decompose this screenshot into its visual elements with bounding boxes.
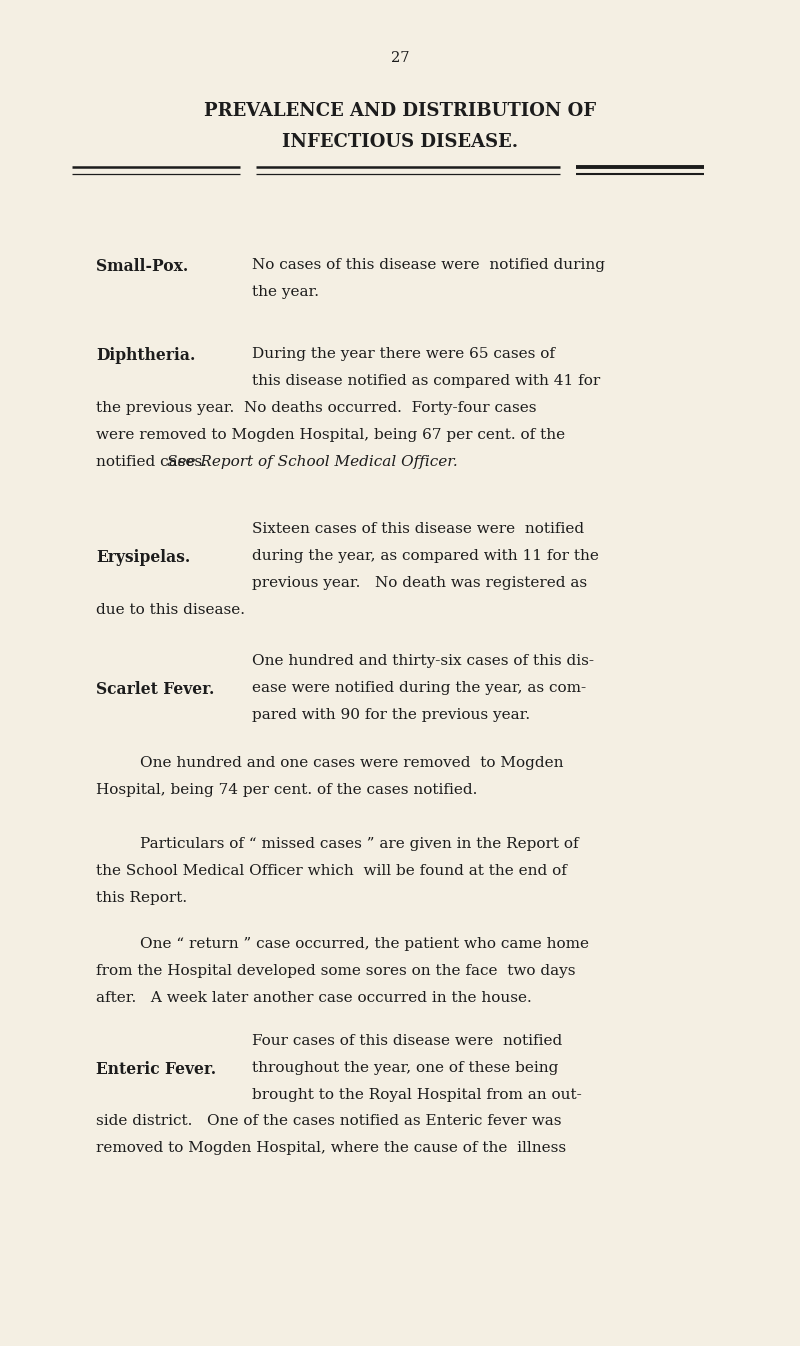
Text: Particulars of “ missed cases ” are given in the Report of: Particulars of “ missed cases ” are give… [140, 837, 578, 851]
Text: One “ return ” case occurred, the patient who came home: One “ return ” case occurred, the patien… [140, 937, 589, 950]
Text: Hospital, being 74 per cent. of the cases notified.: Hospital, being 74 per cent. of the case… [96, 783, 478, 797]
Text: throughout the year, one of these being: throughout the year, one of these being [252, 1061, 558, 1074]
Text: 27: 27 [390, 51, 410, 65]
Text: previous year.   No death was registered as: previous year. No death was registered a… [252, 576, 587, 590]
Text: from the Hospital developed some sores on the face  two days: from the Hospital developed some sores o… [96, 964, 575, 977]
Text: were removed to Mogden Hospital, being 67 per cent. of the: were removed to Mogden Hospital, being 6… [96, 428, 565, 441]
Text: the previous year.  No deaths occurred.  Forty-four cases: the previous year. No deaths occurred. F… [96, 401, 537, 415]
Text: this Report.: this Report. [96, 891, 187, 905]
Text: after.   A week later another case occurred in the house.: after. A week later another case occurre… [96, 991, 532, 1004]
Text: Erysipelas.: Erysipelas. [96, 549, 190, 567]
Text: Sixteen cases of this disease were  notified: Sixteen cases of this disease were notif… [252, 522, 584, 536]
Text: See Report of School Medical Officer.: See Report of School Medical Officer. [167, 455, 458, 468]
Text: Scarlet Fever.: Scarlet Fever. [96, 681, 214, 699]
Text: Diphtheria.: Diphtheria. [96, 347, 195, 365]
Text: due to this disease.: due to this disease. [96, 603, 245, 616]
Text: the School Medical Officer which  will be found at the end of: the School Medical Officer which will be… [96, 864, 567, 878]
Text: One hundred and thirty-six cases of this dis-: One hundred and thirty-six cases of this… [252, 654, 594, 668]
Text: Enteric Fever.: Enteric Fever. [96, 1061, 216, 1078]
Text: ease were notified during the year, as com-: ease were notified during the year, as c… [252, 681, 586, 695]
Text: this disease notified as compared with 41 for: this disease notified as compared with 4… [252, 374, 600, 388]
Text: side district.   One of the cases notified as Enteric fever was: side district. One of the cases notified… [96, 1114, 562, 1128]
Text: PREVALENCE AND DISTRIBUTION OF: PREVALENCE AND DISTRIBUTION OF [204, 102, 596, 120]
Text: brought to the Royal Hospital from an out-: brought to the Royal Hospital from an ou… [252, 1088, 582, 1101]
Text: During the year there were 65 cases of: During the year there were 65 cases of [252, 347, 555, 361]
Text: during the year, as compared with 11 for the: during the year, as compared with 11 for… [252, 549, 599, 563]
Text: Small-Pox.: Small-Pox. [96, 258, 188, 276]
Text: INFECTIOUS DISEASE.: INFECTIOUS DISEASE. [282, 133, 518, 151]
Text: Four cases of this disease were  notified: Four cases of this disease were notified [252, 1034, 562, 1047]
Text: notified cases.: notified cases. [96, 455, 217, 468]
Text: the year.: the year. [252, 285, 319, 299]
Text: One hundred and one cases were removed  to Mogden: One hundred and one cases were removed t… [140, 756, 563, 770]
Text: removed to Mogden Hospital, where the cause of the  illness: removed to Mogden Hospital, where the ca… [96, 1141, 566, 1155]
Text: pared with 90 for the previous year.: pared with 90 for the previous year. [252, 708, 530, 721]
Text: No cases of this disease were  notified during: No cases of this disease were notified d… [252, 258, 605, 272]
